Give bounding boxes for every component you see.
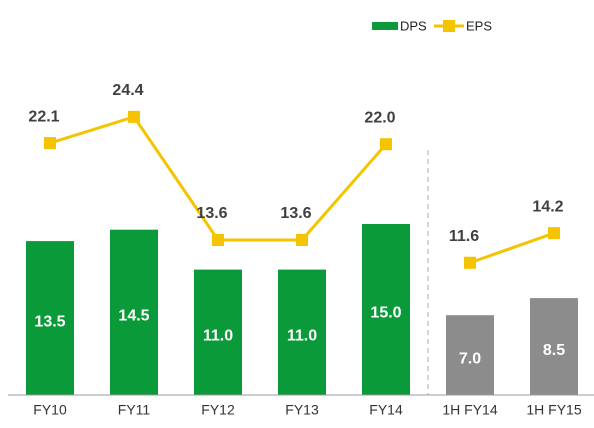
- bar-label: 15.0: [370, 305, 401, 322]
- eps-label: 11.6: [449, 228, 479, 245]
- bar-label: 14.5: [118, 308, 149, 325]
- legend-swatch: [443, 20, 455, 32]
- eps-line: [469, 231, 555, 265]
- x-tick-label: FY14: [369, 402, 403, 418]
- legend-swatch: [372, 22, 398, 30]
- legend-label: EPS: [466, 18, 492, 33]
- eps-label: 22.0: [364, 109, 395, 126]
- bar: [362, 224, 410, 395]
- bar: [530, 298, 578, 395]
- x-tick-label: FY10: [33, 402, 67, 418]
- eps-marker: [212, 233, 224, 246]
- bar: [194, 269, 242, 395]
- x-tick-label: FY13: [285, 402, 319, 418]
- bar: [446, 315, 494, 395]
- eps-label: 13.6: [196, 205, 227, 222]
- eps-label: 24.4: [112, 82, 143, 99]
- bar: [278, 269, 326, 395]
- x-tick-label: 1H FY15: [526, 402, 581, 418]
- eps-label: 13.6: [280, 205, 311, 222]
- eps-label: 14.2: [532, 198, 563, 215]
- x-tick-label: FY11: [118, 402, 151, 418]
- bar-label: 7.0: [459, 350, 481, 367]
- eps-marker: [464, 256, 476, 269]
- bar-label: 13.5: [34, 313, 65, 330]
- eps-label: 22.1: [28, 108, 59, 125]
- bar-label: 8.5: [543, 342, 565, 359]
- eps-marker: [548, 227, 560, 240]
- bar-label: 11.0: [287, 328, 317, 345]
- eps-marker: [44, 137, 56, 150]
- eps-marker: [380, 138, 392, 151]
- bar: [26, 241, 74, 395]
- x-tick-label: FY12: [201, 402, 235, 418]
- bar: [110, 229, 158, 395]
- x-tick-label: 1H FY14: [442, 402, 497, 418]
- eps-marker: [128, 110, 140, 123]
- legend-label: DPS: [400, 18, 427, 33]
- eps-marker: [296, 233, 308, 246]
- bar-label: 11.0: [203, 328, 233, 345]
